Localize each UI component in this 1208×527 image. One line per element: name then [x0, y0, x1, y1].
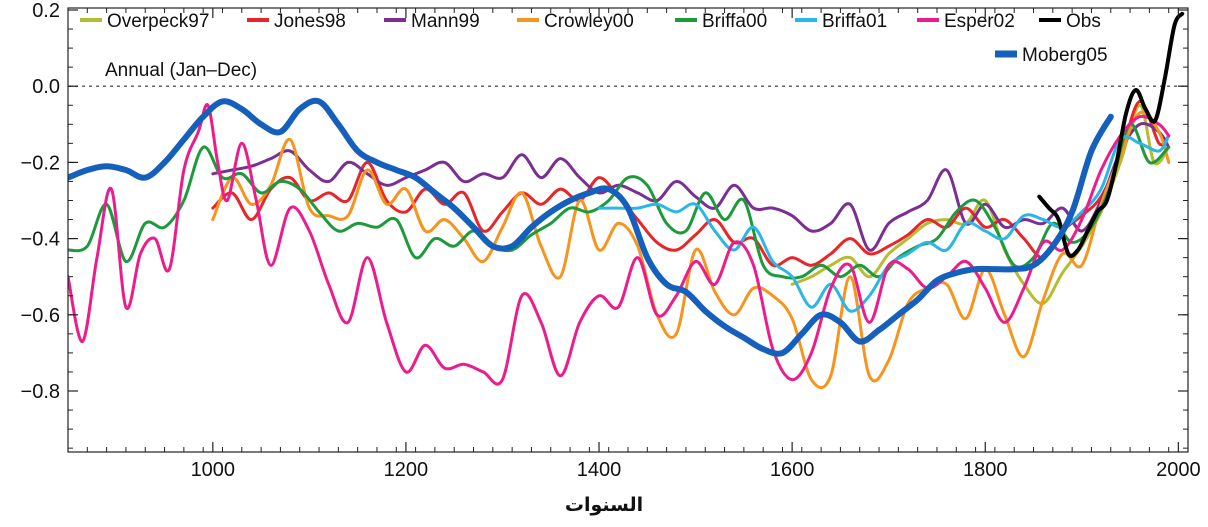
y-axis-ticks: 0.2 0.0 −0.2 −0.4 −0.6 −0.8: [21, 0, 1188, 449]
legend-label: Briffa00: [702, 11, 767, 32]
y-tick-label: −0.2: [21, 152, 60, 174]
legend-entry-moberg05: Moberg05: [995, 45, 1108, 66]
x-axis-label: السنوات: [565, 494, 643, 516]
legend-entry-mann99: Mann99: [384, 11, 480, 32]
y-tick-label: 0.0: [32, 76, 60, 98]
legend-entry-briffa01: Briffa01: [795, 11, 887, 32]
series-line-briffa01: [597, 134, 1171, 313]
legend-label: Overpeck97: [107, 11, 209, 32]
series-line-briffa00: [68, 122, 1171, 280]
series-line-esper02: [68, 103, 1171, 386]
y-tick-label: −0.4: [21, 229, 60, 251]
series-line-moberg05: [68, 97, 1114, 357]
x-tick-label: 1200: [384, 459, 429, 481]
legend-entry-crowley00: Crowley00: [517, 11, 634, 32]
legend-entry-jones98: Jones98: [247, 11, 346, 32]
x-axis-ticks: 1000 1200 1400 1600 1800 2000: [67, 8, 1201, 481]
legend-entry-obs: Obs: [1039, 11, 1101, 32]
series-line-crowley00: [211, 110, 1171, 390]
series-line-obs: [1037, 11, 1185, 258]
series-line-jones98: [211, 99, 1171, 268]
x-tick-label: 1800: [963, 459, 1008, 481]
x-tick-label: 2000: [1156, 459, 1201, 481]
legend-entry-overpeck97: Overpeck97: [80, 11, 209, 32]
legend: Overpeck97 Jones98 Mann99 Crowley00 Briffa00…: [80, 11, 1108, 66]
x-tick-label: 1600: [770, 459, 815, 481]
legend-entry-esper02: Esper02: [917, 11, 1015, 32]
annotation-annual: Annual (Jan–Dec): [105, 60, 257, 81]
legend-label: Briffa01: [822, 11, 887, 32]
y-tick-label: −0.8: [21, 381, 60, 403]
y-tick-label: 0.2: [32, 0, 60, 22]
legend-label: Jones98: [274, 11, 346, 32]
legend-label: Esper02: [944, 11, 1015, 32]
legend-label: Obs: [1066, 11, 1101, 32]
x-tick-label: 1000: [191, 459, 236, 481]
legend-label: Mann99: [411, 11, 480, 32]
legend-label: Crowley00: [544, 11, 634, 32]
series-lines: [68, 11, 1185, 390]
y-tick-label: −0.6: [21, 305, 60, 327]
legend-label: Moberg05: [1022, 45, 1108, 66]
legend-entry-briffa00: Briffa00: [675, 11, 767, 32]
x-tick-label: 1400: [577, 459, 622, 481]
series-line-overpeck97: [790, 103, 1171, 305]
